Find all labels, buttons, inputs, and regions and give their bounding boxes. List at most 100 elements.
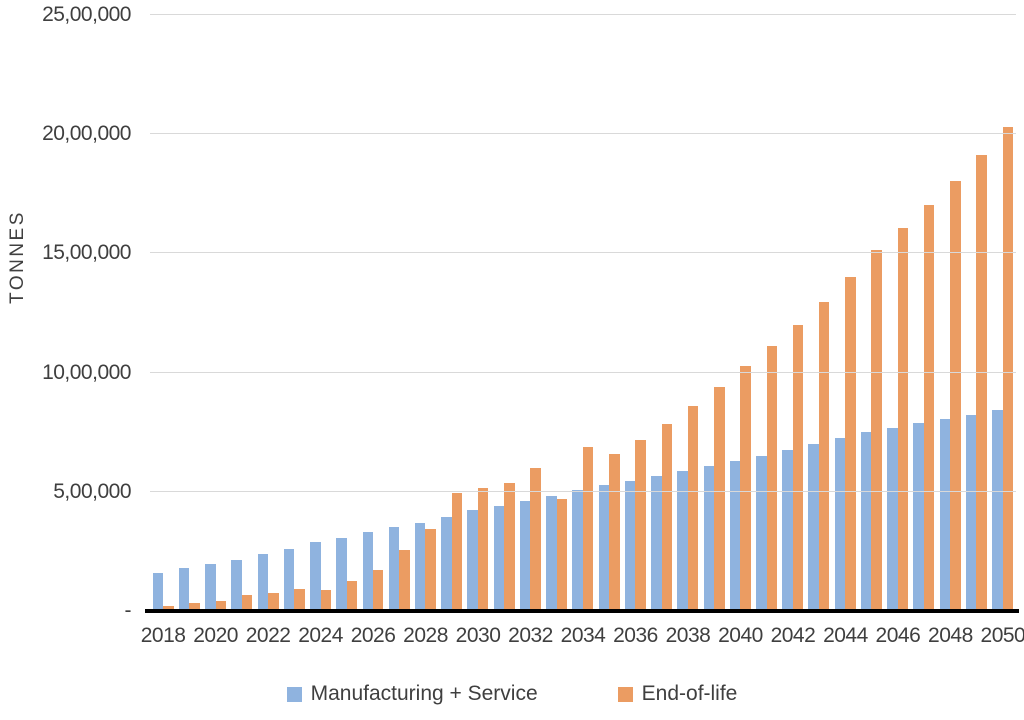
x-tick-label-2040: 2040 [718,624,763,647]
bar-group-2042 [780,15,806,611]
bar-manufacturing-service-2029 [441,516,452,611]
gridline [150,371,1016,373]
bar-group-2036 [622,15,648,611]
legend-label: Manufacturing + Service [310,682,538,705]
bar-end-of-life-2032 [530,467,541,611]
x-axis-tick-labels: 2018 2020 2022 2024 2026 2028 2030 2032 2034 2036… [141,624,1024,650]
bar-manufacturing-service-2047 [913,422,924,611]
bar-manufacturing-service-2030 [467,510,478,611]
bar-end-of-life-2019 [189,602,200,611]
bar-manufacturing-service-2041 [756,456,767,611]
legend-item-manufacturing-service: Manufacturing + Service [286,682,538,706]
bar-end-of-life-2034 [582,447,594,611]
y-tick-label: 25,00,000 [42,3,131,26]
legend-label: End-of-life [641,682,738,705]
bar-group-2046 [885,15,911,611]
y-tick-label: 5,00,000 [53,479,131,503]
bar-group-2020 [202,15,228,611]
bar-end-of-life-2023 [294,588,305,611]
gridline [150,490,1016,492]
x-tick-label-2036: 2036 [613,624,658,647]
bar-group-2018 [150,15,176,611]
bar-group-2048 [937,15,963,611]
x-tick-label-2024: 2024 [298,624,343,647]
bar-end-of-life-2027 [399,549,410,611]
bar-manufacturing-service-2022 [257,554,269,611]
x-tick-label-2022: 2022 [245,624,291,647]
gridline [150,252,1016,254]
bar-manufacturing-service-2032 [519,500,531,611]
bar-manufacturing-service-2048 [939,419,951,611]
bar-end-of-life-2031 [504,482,515,611]
bar-group-2023 [281,15,307,611]
y-tick-label: 10,00,000 [42,360,131,384]
bar-end-of-life-2044 [845,276,856,611]
x-tick-label-2020: 2020 [193,624,238,647]
gridline [150,133,1016,135]
bar-end-of-life-2036 [635,439,646,611]
bar-end-of-life-2037 [661,423,673,611]
bar-end-of-life-2024 [320,589,331,611]
x-tick-label-2050: 2050 [980,624,1024,647]
bar-manufacturing-service-2039 [703,465,715,611]
bar-group-2040 [727,15,753,611]
bars-row [150,15,1016,611]
bar-group-2049 [963,15,989,611]
legend: Manufacturing + Service End-of-life [0,682,1024,706]
y-tick-label: - [124,599,132,622]
bar-end-of-life-2029 [451,493,463,611]
bar-end-of-life-2048 [950,180,961,611]
x-tick-label-2046: 2046 [875,624,921,647]
bar-end-of-life-2046 [897,228,909,611]
bar-manufacturing-service-2028 [414,523,426,611]
bar-manufacturing-service-2050 [992,409,1003,611]
bar-group-2024 [307,15,333,611]
bar-group-2043 [806,15,832,611]
x-tick-label-2038: 2038 [665,624,711,647]
bar-group-2031 [491,15,517,611]
bar-manufacturing-service-2020 [205,564,216,611]
bar-group-2035 [596,15,622,611]
bar-manufacturing-service-2046 [887,427,898,611]
bar-end-of-life-2025 [346,580,358,611]
bar-manufacturing-service-2026 [362,531,373,611]
bar-end-of-life-2039 [714,386,725,611]
bar-group-2037 [648,15,674,611]
x-tick-label-2048: 2048 [928,624,973,647]
y-tick-label: 20,00,000 [42,122,131,146]
bar-end-of-life-2040 [740,365,751,611]
bar-group-2028 [412,15,438,611]
bar-manufacturing-service-2027 [388,527,400,611]
bar-end-of-life-2020 [215,600,227,611]
y-tick-label: 15,00,000 [42,241,131,265]
x-tick-label-2018: 2018 [140,624,186,647]
bar-group-2026 [360,15,386,611]
y-axis-tick-labels: - 5,00,000 10,00,000 15,00,000 20,00,000 25,0… [0,4,131,622]
bar-manufacturing-service-2049 [965,414,977,611]
bar-manufacturing-service-2043 [808,444,819,611]
bar-manufacturing-service-2035 [598,485,610,611]
x-tick-label-2032: 2032 [508,624,553,647]
gridline [150,14,1016,15]
bar-end-of-life-2049 [976,154,987,611]
bar-group-2034 [570,15,596,611]
bar-end-of-life-2041 [766,346,777,611]
bar-manufacturing-service-2018 [152,572,164,611]
bar-manufacturing-service-2024 [310,542,321,611]
bar-end-of-life-2021 [241,594,253,611]
bar-manufacturing-service-2025 [336,538,347,611]
bar-manufacturing-service-2031 [493,505,505,611]
x-axis-line [145,609,1019,613]
x-tick-label-2042: 2042 [770,624,816,647]
bar-end-of-life-2035 [609,454,620,611]
bar-manufacturing-service-2045 [860,432,872,611]
bar-end-of-life-2033 [556,498,568,611]
bar-group-2029 [439,15,465,611]
legend-item-end-of-life: End-of-life [617,682,738,706]
bar-manufacturing-service-2038 [677,470,688,611]
x-tick-label-2044: 2044 [823,624,868,647]
bar-manufacturing-service-2036 [624,480,636,611]
plot-area [145,14,1019,613]
legend-swatch-blue [286,686,302,702]
